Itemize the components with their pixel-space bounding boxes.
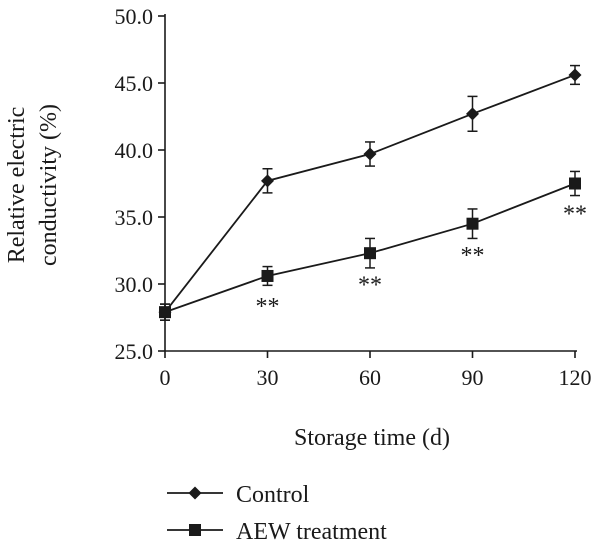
y-axis-title-line-1: Relative electric (4, 107, 30, 264)
significance-marker: ** (358, 273, 382, 299)
legend-marker (189, 524, 201, 536)
legend: Control AEW treatment (167, 482, 387, 545)
y-axis-title-line-2: conductivity (%) (36, 104, 62, 266)
y-tick-label: 35.0 (115, 205, 154, 230)
data-point-aew-treatment (364, 247, 376, 260)
series-aew-treatment (159, 170, 581, 321)
ticks: 25.0 30.0 35.0 40.0 45.0 50.0 0 30 60 90 120 (115, 4, 592, 390)
axes (164, 14, 577, 352)
y-tick-label: 50.0 (115, 4, 154, 29)
legend-label: AEW treatment (236, 519, 387, 545)
significance-marker: ** (563, 202, 587, 228)
legend-marker (188, 486, 202, 500)
y-tick-label: 25.0 (115, 339, 154, 364)
data-point-control (363, 147, 377, 161)
significance-marker: ** (256, 294, 280, 320)
y-axis-title: Relative electric conductivity (%) (4, 104, 62, 266)
legend-item-aew-treatment: AEW treatment (167, 519, 387, 545)
data-point-control (261, 174, 274, 188)
x-tick-label: 0 (160, 365, 171, 390)
x-tick-label: 30 (257, 365, 279, 390)
data-point-control (568, 68, 582, 82)
y-tick-label: 45.0 (115, 71, 154, 96)
y-tick-label: 40.0 (115, 138, 154, 163)
data-point-aew-treatment (466, 217, 479, 230)
legend-item-control: Control (167, 482, 310, 508)
data-point-aew-treatment (159, 306, 171, 319)
x-tick-label: 60 (359, 365, 381, 390)
x-tick-label: 120 (559, 365, 592, 390)
y-tick-label: 30.0 (115, 272, 154, 297)
x-tick-label: 90 (462, 365, 484, 390)
significance-annotations: ** ** ** ** (256, 202, 588, 320)
series-group (158, 64, 582, 321)
data-point-aew-treatment (261, 269, 274, 282)
x-axis-title: Storage time (d) (294, 425, 450, 451)
data-point-control (466, 107, 479, 121)
data-point-aew-treatment (569, 177, 581, 190)
significance-marker: ** (461, 243, 485, 269)
legend-label: Control (236, 482, 310, 508)
